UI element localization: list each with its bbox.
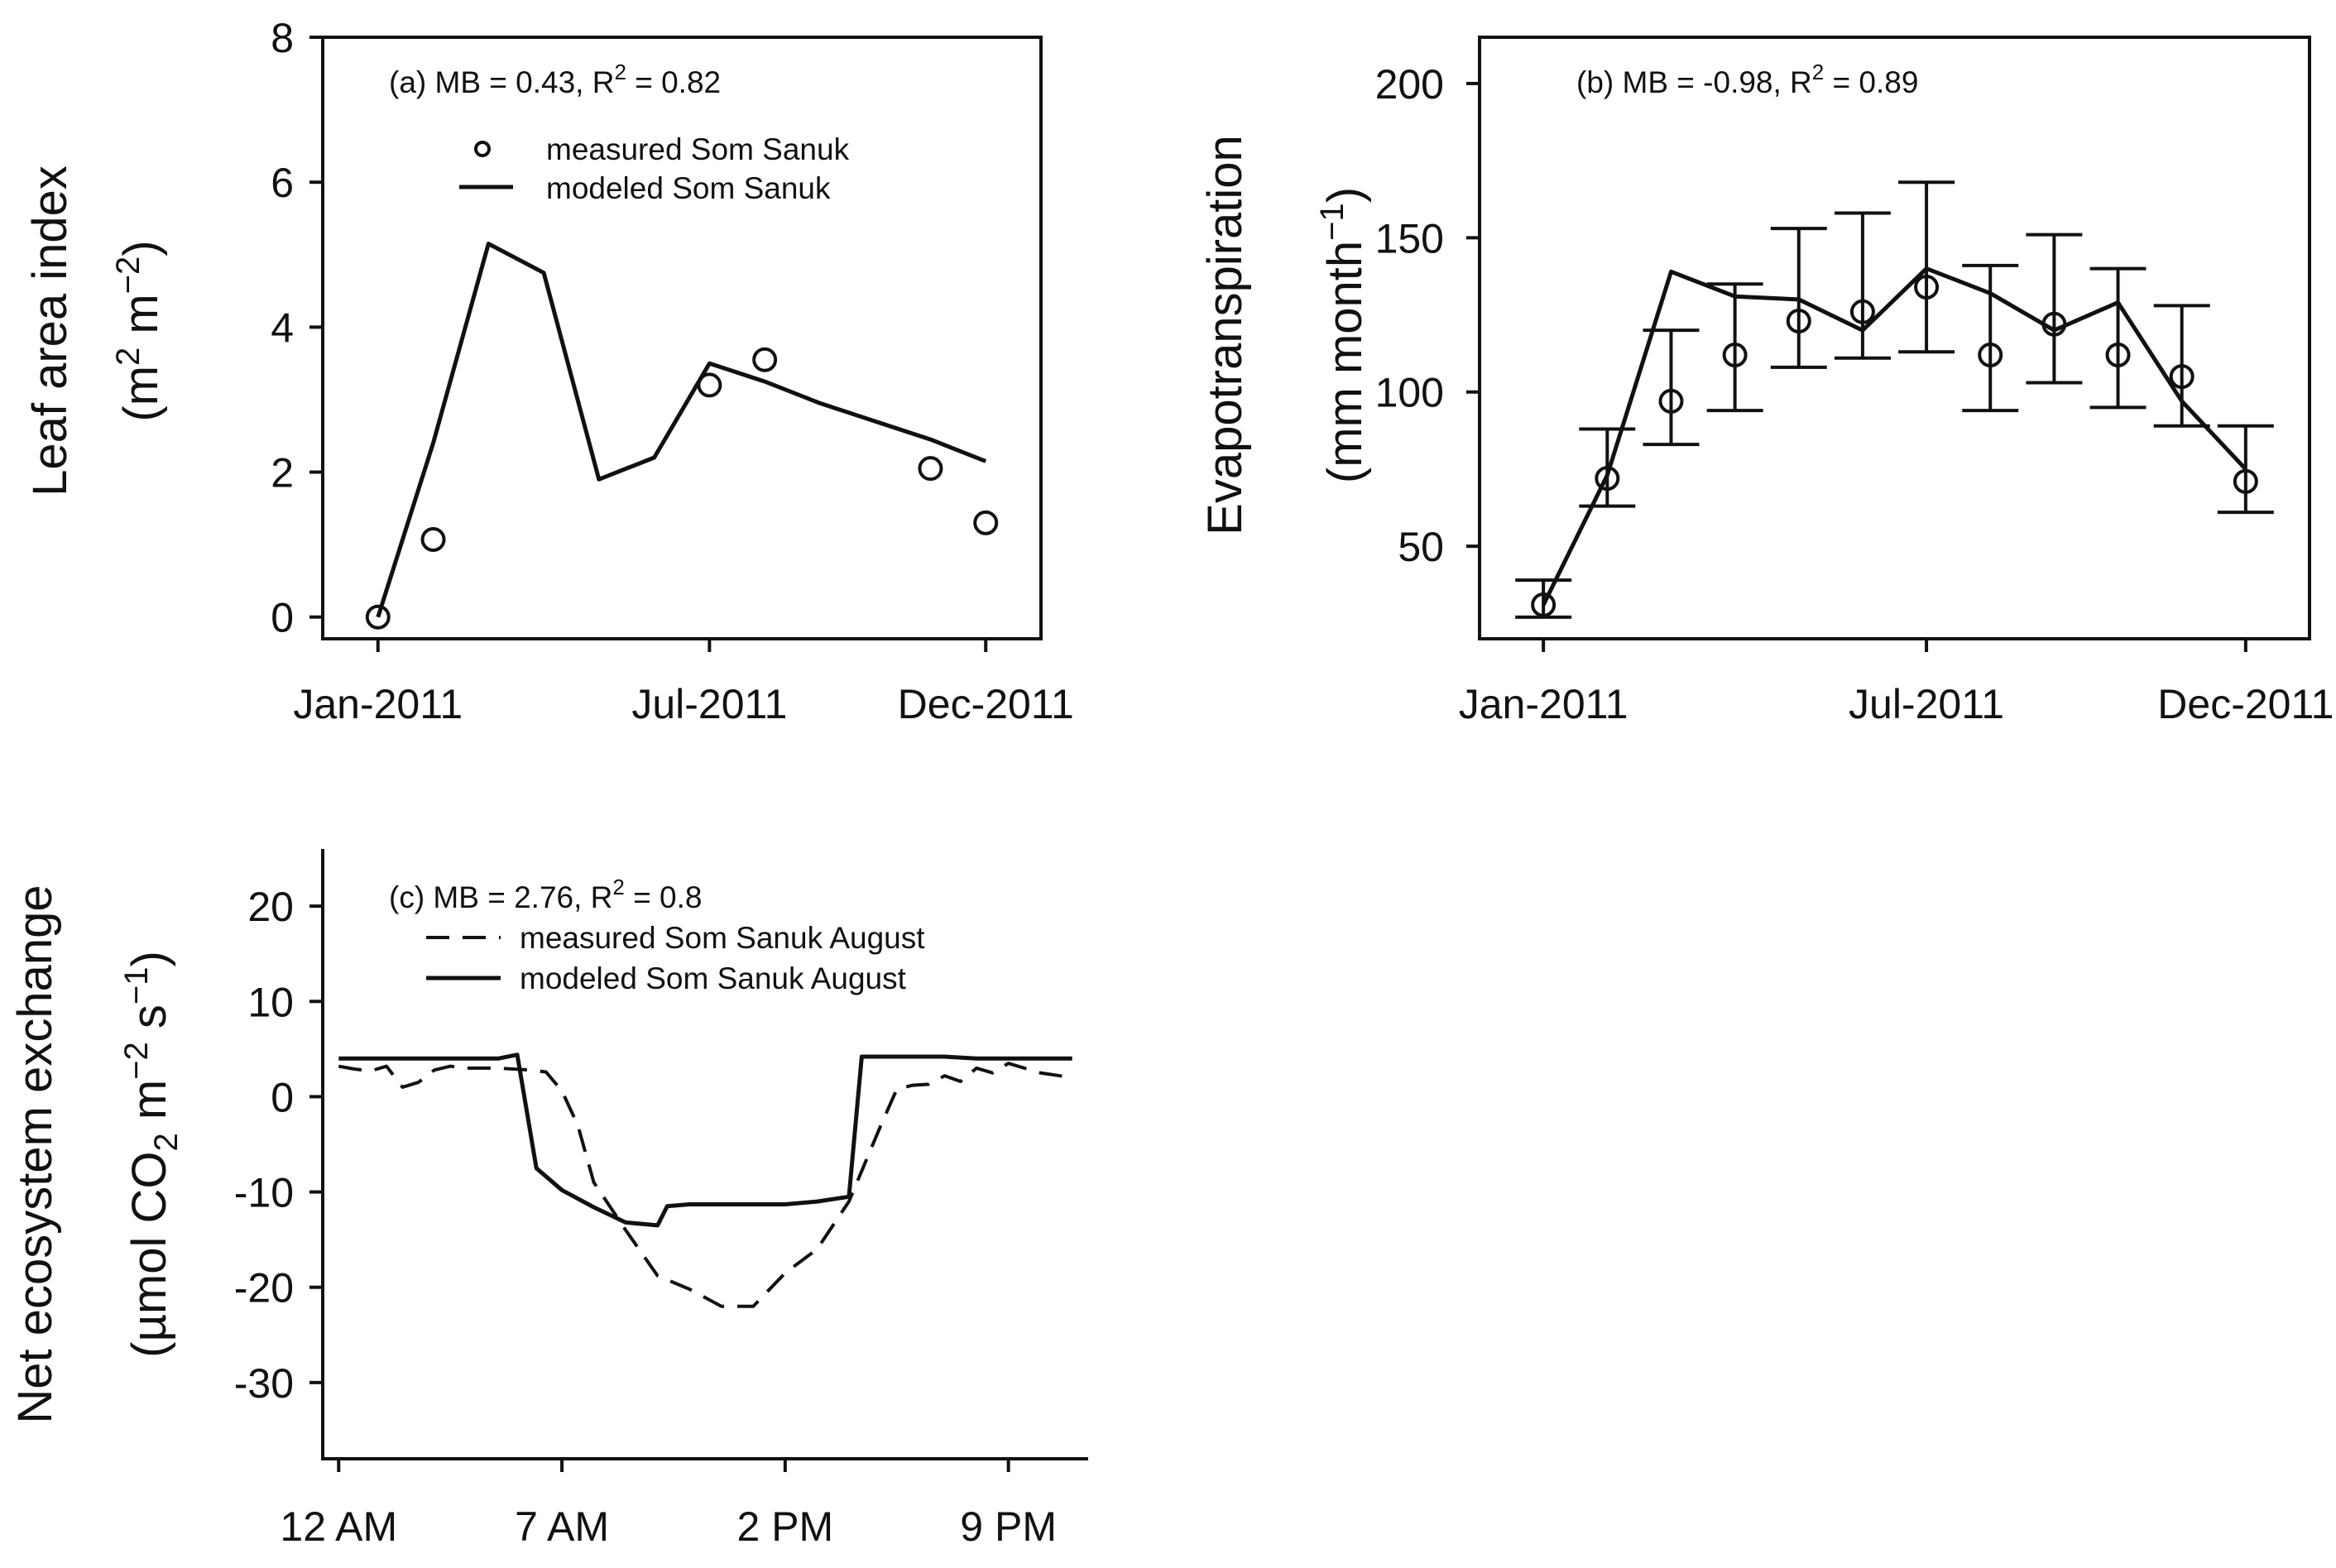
panel-c-ytick-label-0: -30	[234, 1360, 294, 1407]
panel-a-ytick-label-1: 2	[271, 450, 294, 496]
panel-c-xtick-label-3: 9 PM	[960, 1503, 1057, 1550]
panel-b-annotation: (b) MB = -0.98, R2 = 0.89	[1576, 60, 1918, 99]
panel-b-marker-10	[2169, 364, 2194, 390]
panel-b-ytick-label-1: 100	[1375, 370, 1444, 416]
svg-text:Evapotranspiration: Evapotranspiration	[1198, 135, 1252, 535]
panel-a-xtick-label-1: Jul-2011	[631, 681, 787, 727]
panel-b-series-modeled-line	[1541, 266, 2247, 607]
panel-c-series-modeled-som-sanuk-august-line	[338, 1053, 1072, 1228]
panel-a-leaf-area-index: (a) MB = 0.43, R2 = 0.82 measured Som Sa…	[23, 15, 1074, 727]
panel-a-marker-5	[973, 510, 999, 535]
panel-c-net-ecosystem-exchange: (c) MB = 2.76, R2 = 0.8 measured Som San…	[8, 849, 1088, 1550]
panel-a-xtick-label-2: Dec-2011	[898, 681, 1074, 727]
panel-c-ytick-label-3: 0	[271, 1074, 294, 1120]
panel-b-xtick-label-2: Dec-2011	[2157, 681, 2334, 727]
panel-a-ytick-label-0: 0	[271, 595, 294, 641]
panel-c-xtick-label-2: 2 PM	[737, 1503, 834, 1550]
panel-a-plot-frame	[321, 36, 1043, 640]
panel-b-marker-0	[1531, 592, 1557, 617]
panel-a-legend-measured-marker	[474, 141, 491, 157]
panel-a-ytick-label-2: 4	[271, 304, 294, 351]
panel-b-marker-8	[2041, 311, 2067, 337]
panel-a-ylabel-main: Leaf area index	[23, 165, 77, 496]
svg-text:Leaf area index: Leaf area index	[23, 165, 77, 496]
panel-b-plot-frame	[1478, 36, 2311, 640]
panel-c-ytick-label-2: -10	[234, 1170, 294, 1216]
panel-c-ytick-label-4: 10	[247, 979, 294, 1025]
panel-c-ytick-label-5: 20	[247, 884, 294, 930]
panel-b-marker-3	[1722, 343, 1748, 368]
panel-c-legend-measured-label: measured Som Sanuk August	[520, 921, 925, 955]
panel-a-marker-2	[697, 372, 722, 398]
panel-b-ytick-label-3: 200	[1375, 61, 1444, 108]
panel-a-legend: measured Som Sanuk modeled Som Sanuk	[459, 132, 850, 205]
panel-a-annotation: (a) MB = 0.43, R2 = 0.82	[389, 60, 721, 99]
panel-a-marker-4	[918, 456, 943, 482]
panel-c-ylabel-unit: (µmol CO2 m−2 s−1)	[118, 951, 185, 1358]
panel-b-marker-6	[1914, 274, 1940, 300]
panel-b-marker-7	[1978, 343, 2003, 368]
svg-text:(µmol CO2 m−2 s−1): (µmol CO2 m−2 s−1)	[118, 951, 185, 1358]
panel-a-ytick-label-4: 8	[271, 15, 294, 61]
panel-c-ytick-label-1: -20	[234, 1265, 294, 1311]
panel-b-marker-1	[1595, 466, 1620, 491]
panel-b-ytick-label-2: 150	[1375, 215, 1444, 261]
panel-b-xtick-label-1: Jul-2011	[1849, 681, 2004, 727]
panel-a-marker-3	[752, 347, 778, 372]
svg-text:(mm month−1): (mm month−1)	[1314, 187, 1372, 483]
svg-text:Net ecosystem exchange: Net ecosystem exchange	[8, 885, 62, 1423]
panel-b-marker-5	[1849, 299, 1875, 324]
panel-a-ytick-label-3: 6	[271, 160, 294, 206]
panel-a-ylabel-unit: (m2 m−2)	[110, 240, 168, 421]
panel-b-evapotranspiration: (b) MB = -0.98, R2 = 0.89 Evapotranspira…	[1198, 36, 2334, 727]
panel-b-ytick-label-0: 50	[1398, 524, 1444, 570]
panel-c-series-measured-som-sanuk-august-line	[338, 1062, 1072, 1308]
panel-b-marker-9	[2105, 343, 2131, 368]
panel-b-marker-4	[1786, 308, 1811, 333]
panel-a-marker-1	[420, 527, 446, 553]
svg-text:(m2 m−2): (m2 m−2)	[110, 240, 168, 421]
panel-c-annotation: (c) MB = 2.76, R2 = 0.8	[389, 875, 702, 914]
panel-a-legend-modeled-label: modeled Som Sanuk	[546, 171, 831, 205]
panel-b-marker-11	[2233, 468, 2258, 494]
panel-c-legend-modeled-label: modeled Som Sanuk August	[520, 961, 907, 995]
panel-b-ylabel-unit: (mm month−1)	[1314, 187, 1372, 483]
panel-c-xtick-label-0: 12 AM	[280, 1503, 397, 1550]
panel-b-ylabel-main: Evapotranspiration	[1198, 135, 1252, 535]
panel-a-marker-0	[365, 604, 391, 630]
panel-a-xtick-label-0: Jan-2011	[293, 681, 463, 727]
panel-b-xtick-label-0: Jan-2011	[1459, 681, 1628, 727]
panel-c-ylabel-main: Net ecosystem exchange	[8, 885, 62, 1423]
panel-a-series-modeled-som-sanuk-line	[376, 242, 987, 618]
panel-c-xtick-label-1: 7 AM	[515, 1503, 609, 1550]
panel-c-legend: measured Som Sanuk August modeled Som Sa…	[426, 921, 925, 995]
panel-b-marker-2	[1658, 388, 1684, 414]
panel-a-legend-measured-label: measured Som Sanuk	[546, 132, 850, 166]
